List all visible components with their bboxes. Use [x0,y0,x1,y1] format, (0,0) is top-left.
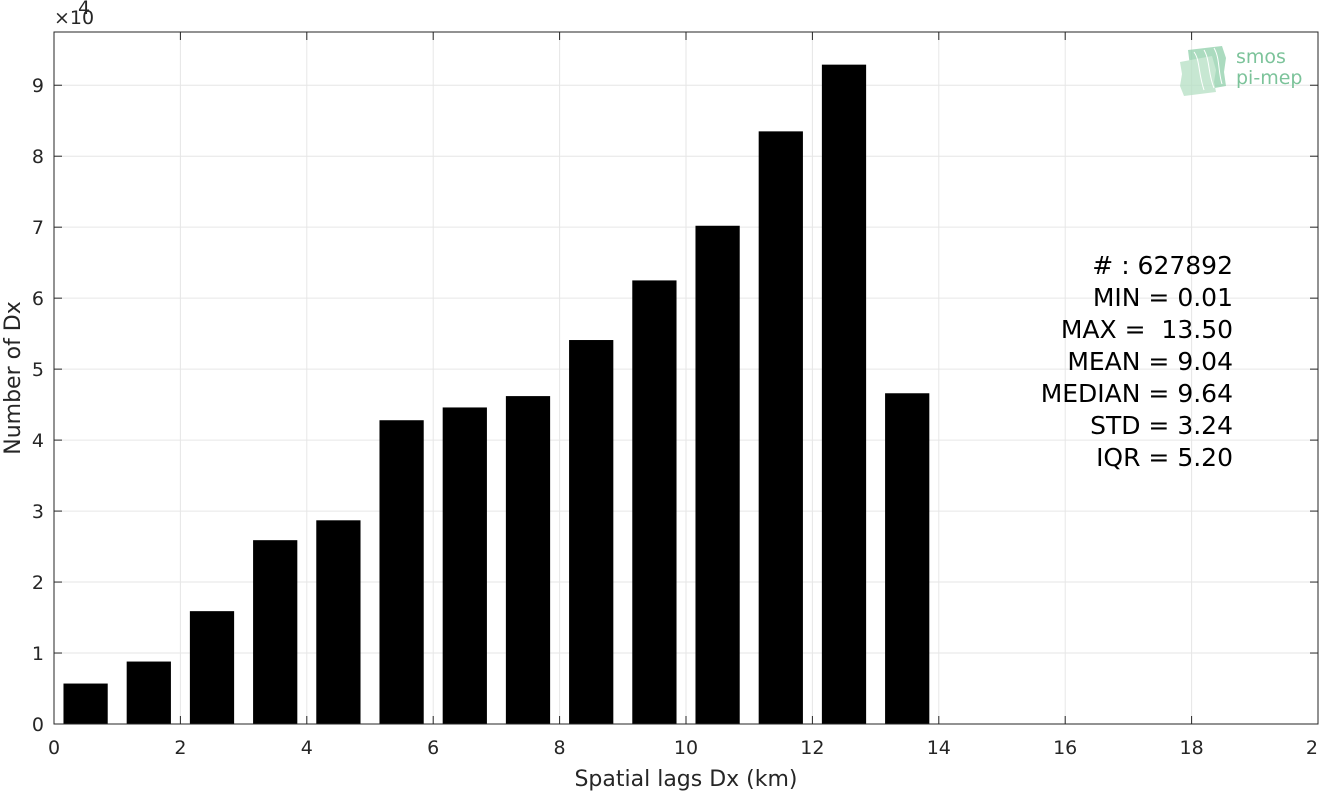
logo-line1: smos [1236,46,1286,68]
x-tick-label: 14 [927,737,951,759]
x-tick-label: 18 [1180,737,1204,759]
bar [63,683,108,724]
bar [253,540,298,724]
y-tick-label: 6 [32,288,44,310]
bar [695,225,740,724]
stats-min: MIN = 0.01 [1093,283,1233,312]
logo-line2: pi-mep [1236,67,1302,89]
x-tick-label: 0 [48,737,60,759]
y-tick-label: 5 [32,359,44,381]
stats-max: MAX = 13.50 [1061,315,1233,344]
y-tick-label: 4 [32,430,44,452]
x-tick-label: 2 [174,737,186,759]
y-tick-label: 1 [32,643,44,665]
bar [569,340,614,724]
y-tick-label: 2 [32,572,44,594]
bar [126,661,171,724]
logo-waves-icon [1180,46,1226,96]
y-axis-label: Number of Dx [1,301,26,455]
x-tick-label: 20 [1306,737,1319,759]
x-tick-label: 10 [674,737,698,759]
y-tick-label: 7 [32,217,44,239]
x-tick-label: 12 [800,737,824,759]
bar [885,393,930,724]
bar [379,420,424,724]
y-tick-label: 8 [32,146,44,168]
stats-count: # : 627892 [1092,251,1233,280]
bar [189,611,235,724]
x-axis-label: Spatial lags Dx (km) [574,767,797,792]
y-tick-label: 9 [32,75,44,97]
y-exponent-label: ×10 [54,7,94,29]
bars [63,64,930,725]
stats-median: MEDIAN = 9.64 [1041,379,1233,408]
y-tick-label: 0 [32,714,44,736]
x-tick-label: 4 [301,737,313,759]
x-tick-label: 16 [1053,737,1077,759]
smos-pimep-logo: smos pi-mep [1180,46,1302,96]
y-exponent-power: 4 [78,0,90,19]
stats-std: STD = 3.24 [1090,411,1233,440]
bar [821,64,867,725]
bar [505,396,551,724]
axis-ticks: 024681012141618200123456789 [32,32,1319,759]
bar [442,407,487,724]
bar [758,131,803,724]
bar [316,520,361,724]
bar [632,280,677,724]
stats-box: # : 627892 MIN = 0.01 MAX = 13.50 MEAN =… [1041,251,1233,472]
x-tick-label: 8 [554,737,566,759]
stats-iqr: IQR = 5.20 [1096,443,1233,472]
y-tick-label: 3 [32,501,44,523]
stats-mean: MEAN = 9.04 [1067,347,1233,376]
x-tick-label: 6 [427,737,439,759]
